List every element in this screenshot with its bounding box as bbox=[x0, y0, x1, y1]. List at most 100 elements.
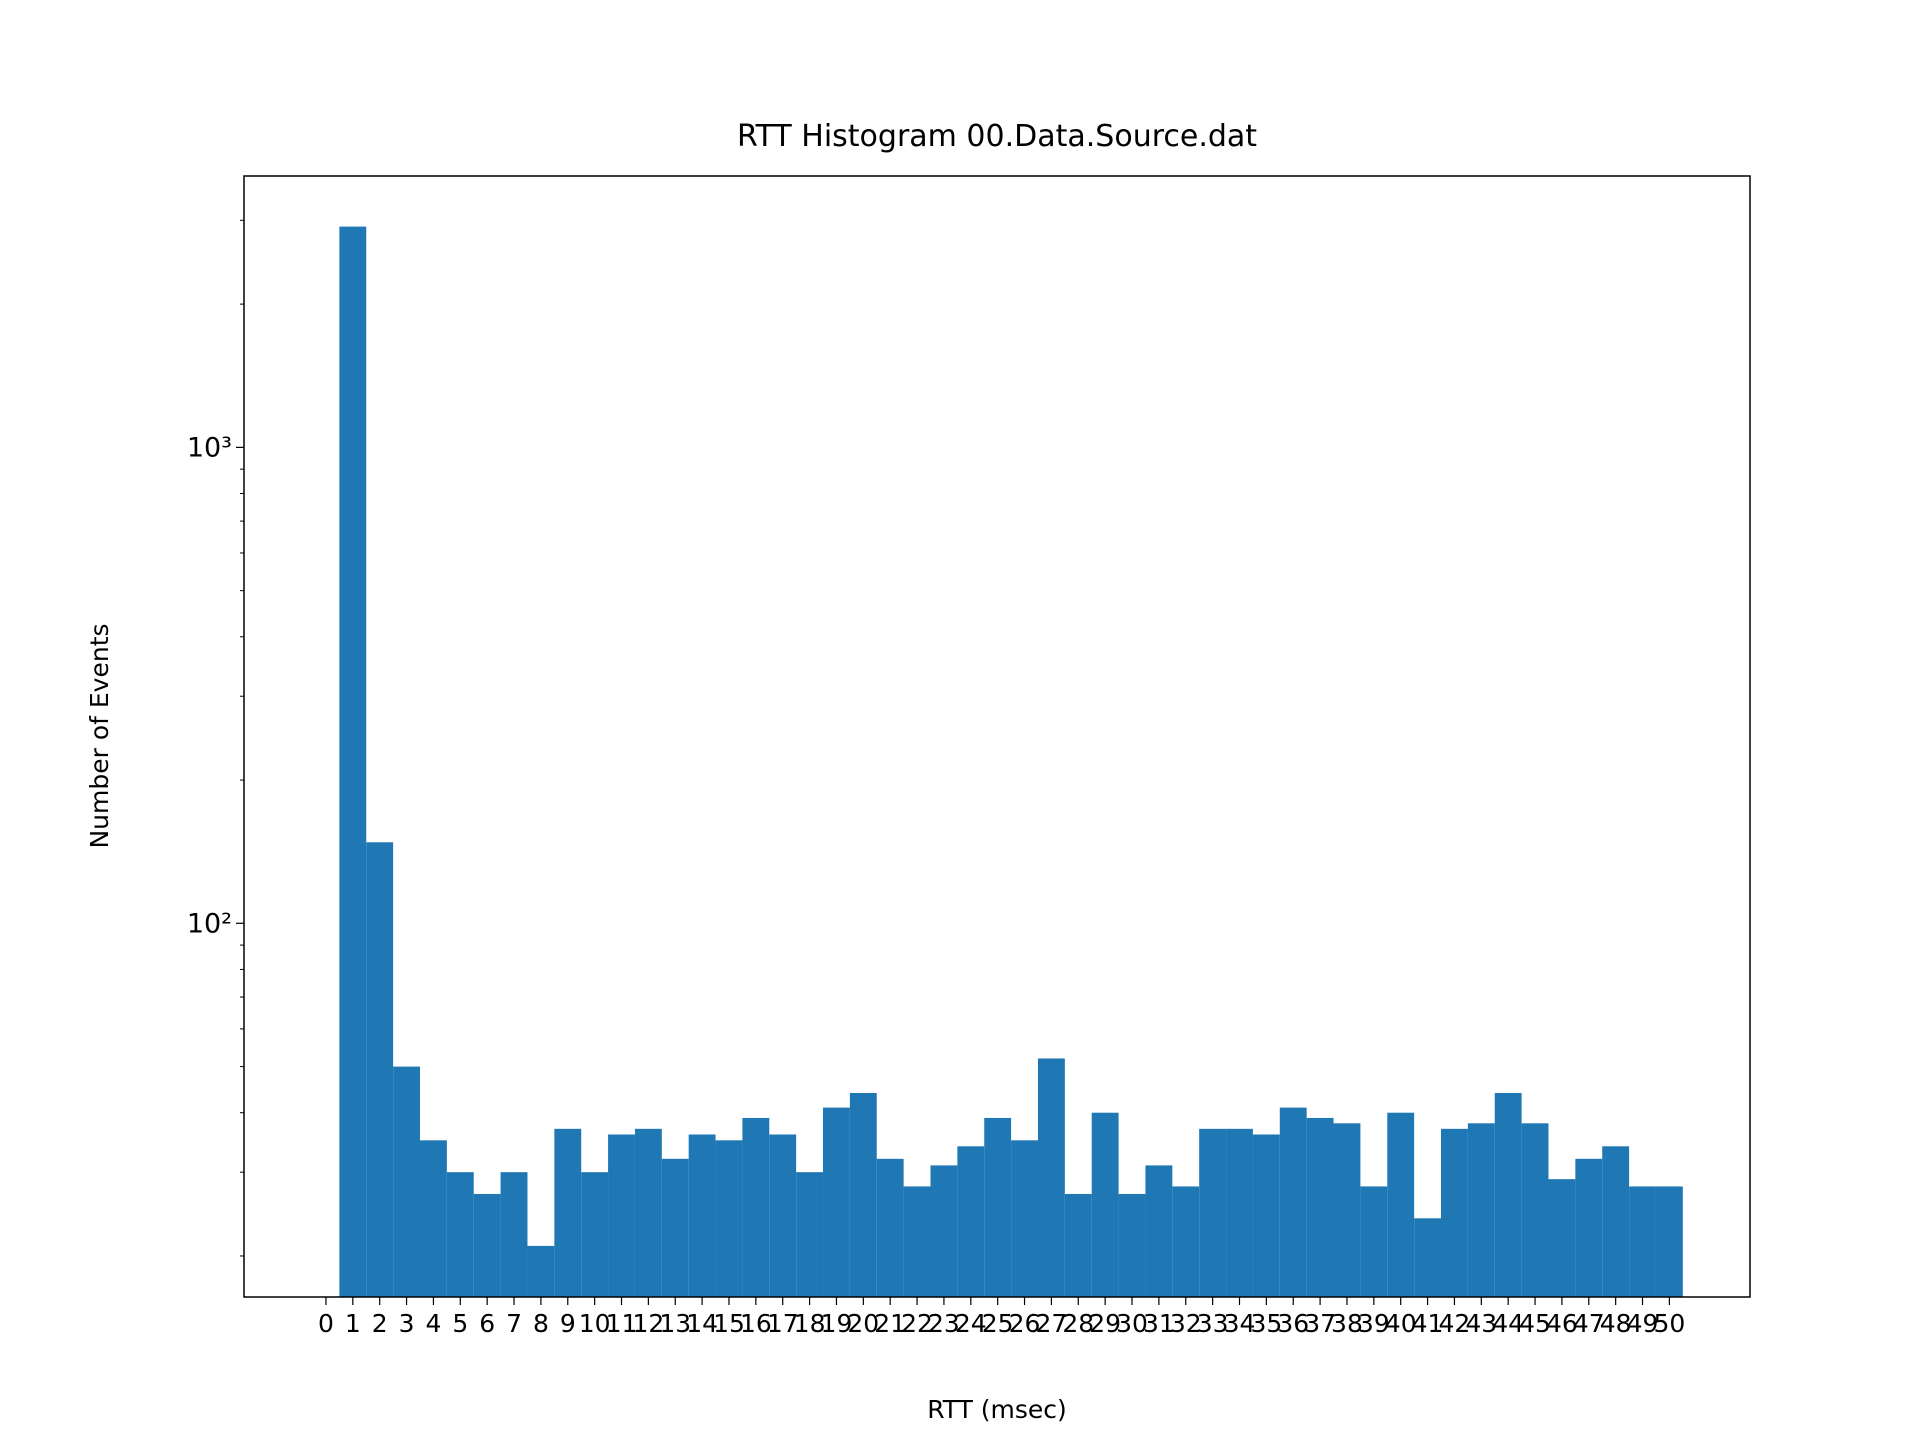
x-tick-label: 3 bbox=[399, 1309, 415, 1338]
bar bbox=[661, 1158, 689, 1297]
bar bbox=[634, 1128, 662, 1297]
x-tick-label: 39 bbox=[1358, 1309, 1390, 1338]
x-tick-label: 17 bbox=[767, 1309, 799, 1338]
x-tick-label: 34 bbox=[1224, 1309, 1256, 1338]
bar bbox=[527, 1245, 555, 1297]
bar bbox=[903, 1186, 931, 1297]
x-tick-label: 7 bbox=[506, 1309, 522, 1338]
bar bbox=[876, 1158, 904, 1297]
bar bbox=[1172, 1186, 1200, 1297]
bar bbox=[1226, 1128, 1253, 1297]
bar bbox=[1441, 1128, 1468, 1297]
bar bbox=[608, 1134, 635, 1297]
bar bbox=[1306, 1117, 1334, 1297]
x-tick-label: 38 bbox=[1331, 1309, 1363, 1338]
plot-frame bbox=[243, 175, 1751, 1298]
bar bbox=[1602, 1146, 1630, 1297]
x-tick-label: 22 bbox=[901, 1309, 933, 1338]
bar bbox=[339, 226, 367, 1297]
x-tick-label: 30 bbox=[1116, 1309, 1148, 1338]
bar bbox=[796, 1172, 824, 1297]
bar bbox=[1037, 1058, 1065, 1297]
bar bbox=[1414, 1218, 1442, 1297]
bar bbox=[1494, 1093, 1522, 1297]
y-tick-label: 10³ bbox=[187, 432, 232, 463]
x-tick-label: 28 bbox=[1062, 1309, 1094, 1338]
x-tick-label: 25 bbox=[982, 1309, 1014, 1338]
x-tick-label: 37 bbox=[1304, 1309, 1336, 1338]
x-tick-label: 15 bbox=[713, 1309, 745, 1338]
x-tick-label: 41 bbox=[1412, 1309, 1444, 1338]
x-tick-label: 44 bbox=[1492, 1309, 1524, 1338]
bar bbox=[1011, 1140, 1038, 1297]
bar bbox=[1521, 1123, 1549, 1297]
bar bbox=[1279, 1107, 1307, 1297]
bar bbox=[1333, 1123, 1361, 1297]
x-tick-label: 2 bbox=[372, 1309, 388, 1338]
x-tick-label: 1 bbox=[345, 1309, 361, 1338]
x-tick-label: 29 bbox=[1089, 1309, 1121, 1338]
x-tick-label: 42 bbox=[1439, 1309, 1471, 1338]
x-tick-label: 47 bbox=[1573, 1309, 1605, 1338]
bar bbox=[688, 1134, 716, 1297]
bar bbox=[1655, 1186, 1683, 1297]
bar bbox=[554, 1128, 582, 1297]
bar bbox=[1629, 1186, 1656, 1297]
x-tick-label: 35 bbox=[1250, 1309, 1282, 1338]
x-tick-label: 12 bbox=[632, 1309, 664, 1338]
bar bbox=[1548, 1179, 1576, 1297]
x-tick-label: 0 bbox=[318, 1309, 334, 1338]
x-tick-label: 16 bbox=[740, 1309, 772, 1338]
x-tick-label: 26 bbox=[1009, 1309, 1041, 1338]
x-tick-label: 33 bbox=[1197, 1309, 1229, 1338]
x-tick-label: 8 bbox=[533, 1309, 549, 1338]
x-tick-label: 45 bbox=[1519, 1309, 1551, 1338]
x-tick-label: 11 bbox=[606, 1309, 638, 1338]
y-tick-label: 10² bbox=[187, 908, 232, 939]
x-tick-label: 31 bbox=[1143, 1309, 1175, 1338]
bar bbox=[446, 1172, 474, 1297]
bar bbox=[1387, 1112, 1415, 1297]
x-tick-label: 36 bbox=[1277, 1309, 1309, 1338]
y-axis-label: Number of Events bbox=[85, 623, 114, 848]
bar bbox=[1575, 1158, 1603, 1297]
bar bbox=[930, 1165, 958, 1297]
bar bbox=[984, 1117, 1012, 1297]
bar bbox=[957, 1146, 985, 1297]
x-tick-label: 5 bbox=[452, 1309, 468, 1338]
bar bbox=[823, 1107, 850, 1297]
x-tick-label: 24 bbox=[955, 1309, 987, 1338]
x-tick-label: 20 bbox=[847, 1309, 879, 1338]
bar bbox=[742, 1117, 770, 1297]
bar bbox=[473, 1193, 501, 1297]
bar bbox=[1360, 1186, 1388, 1297]
x-tick-label: 32 bbox=[1170, 1309, 1202, 1338]
x-tick-label: 43 bbox=[1465, 1309, 1497, 1338]
bar bbox=[1199, 1128, 1227, 1297]
bar bbox=[1118, 1193, 1146, 1297]
bar bbox=[1145, 1165, 1173, 1297]
x-tick-label: 14 bbox=[686, 1309, 718, 1338]
bar bbox=[1467, 1123, 1495, 1297]
bar bbox=[849, 1093, 877, 1297]
x-tick-label: 4 bbox=[425, 1309, 441, 1338]
bar bbox=[419, 1140, 447, 1297]
x-axis-label: RTT (msec) bbox=[927, 1395, 1067, 1424]
bar bbox=[1091, 1112, 1119, 1297]
bar bbox=[1252, 1134, 1280, 1297]
x-tick-label: 46 bbox=[1546, 1309, 1578, 1338]
x-tick-label: 48 bbox=[1600, 1309, 1632, 1338]
x-tick-label: 9 bbox=[560, 1309, 576, 1338]
x-tick-label: 13 bbox=[659, 1309, 691, 1338]
x-tick-label: 18 bbox=[794, 1309, 826, 1338]
x-tick-label: 49 bbox=[1627, 1309, 1659, 1338]
x-tick-label: 50 bbox=[1653, 1309, 1685, 1338]
x-tick-label: 40 bbox=[1385, 1309, 1417, 1338]
x-tick-label: 23 bbox=[928, 1309, 960, 1338]
x-tick-label: 27 bbox=[1036, 1309, 1068, 1338]
bar bbox=[366, 842, 394, 1297]
bar bbox=[500, 1172, 528, 1297]
x-tick-label: 21 bbox=[874, 1309, 906, 1338]
bar bbox=[581, 1172, 609, 1297]
